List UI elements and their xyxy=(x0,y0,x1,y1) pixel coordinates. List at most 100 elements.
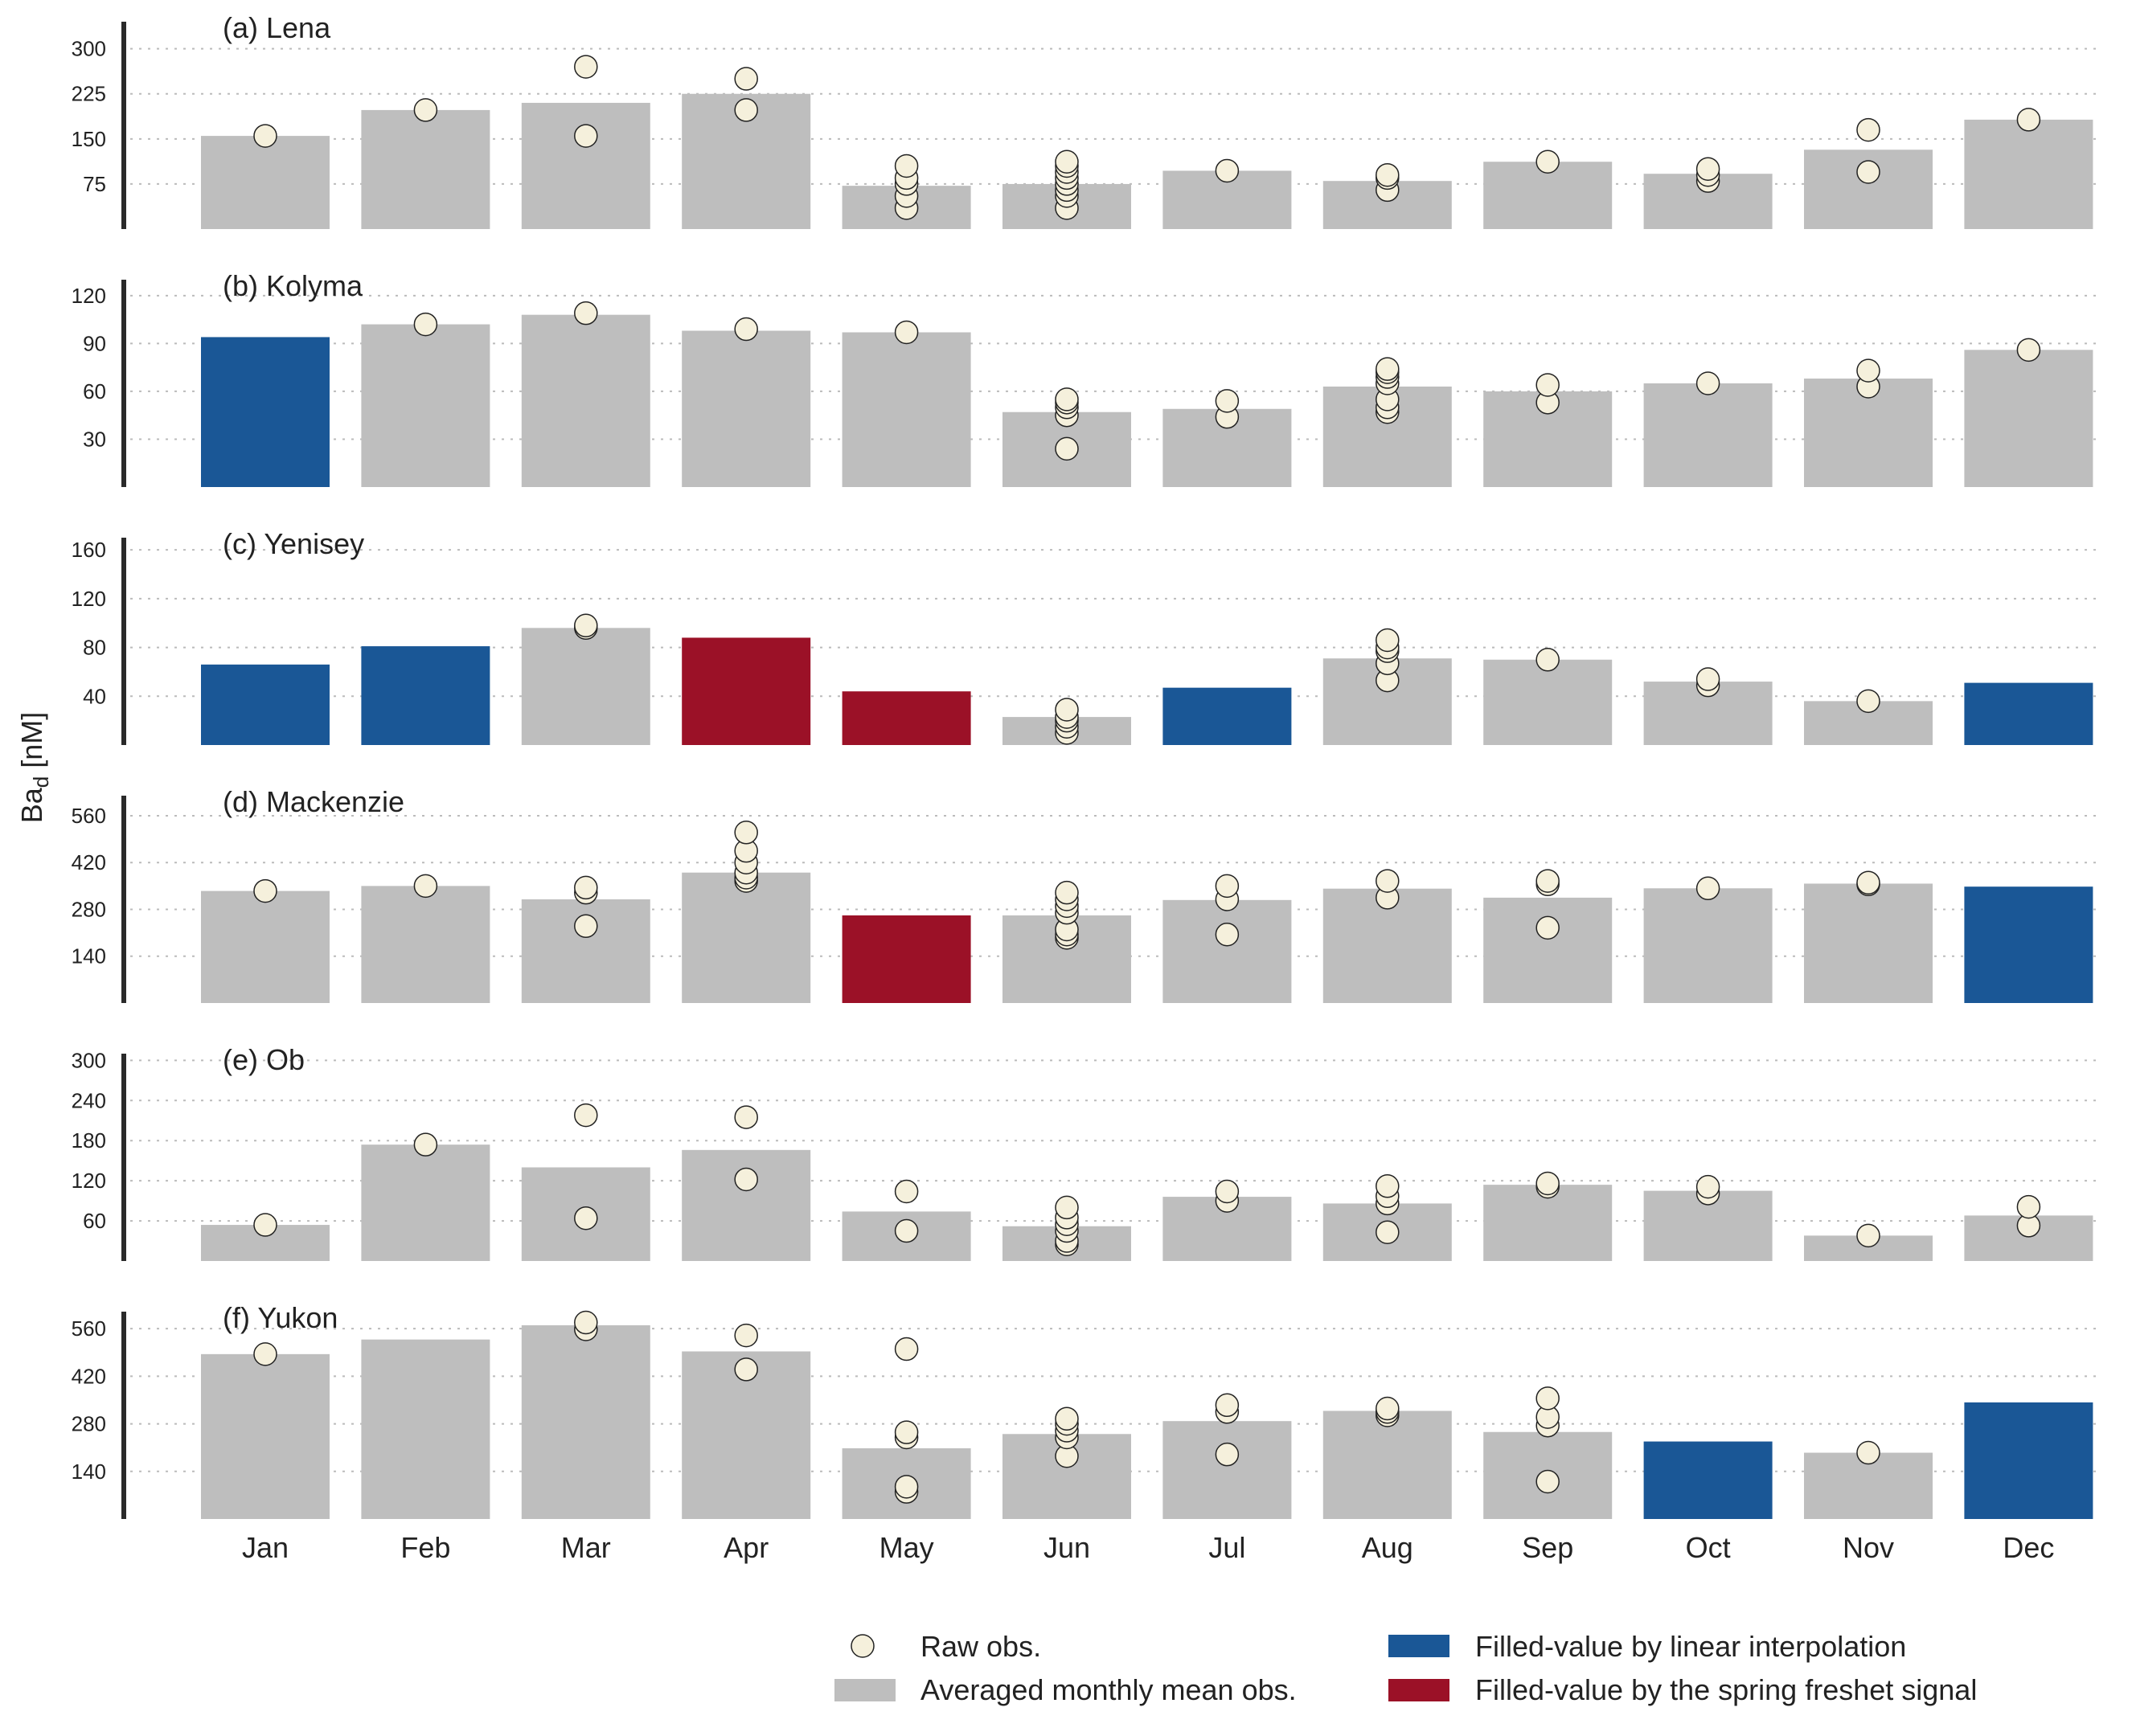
bar-may xyxy=(842,915,971,1003)
panel-title: (b) Kolyma xyxy=(223,269,363,302)
y-tick-label: 150 xyxy=(72,127,106,151)
bar-mar xyxy=(521,1325,650,1519)
bar-jul xyxy=(1162,899,1292,1003)
y-tick-label: 280 xyxy=(72,897,106,921)
raw-obs-point xyxy=(1695,876,1720,901)
bar-jul xyxy=(1162,687,1292,745)
raw-obs-point xyxy=(1535,149,1560,174)
bar-dec xyxy=(1964,1402,2093,1519)
raw-obs-point xyxy=(734,317,758,342)
y-tick-label: 60 xyxy=(83,379,106,403)
bar-dec xyxy=(1964,886,2093,1003)
bar-feb xyxy=(361,1339,490,1519)
raw-obs-point xyxy=(1055,387,1079,411)
raw-obs-point xyxy=(1215,922,1240,947)
raw-obs-point xyxy=(1376,1220,1400,1244)
raw-obs-point xyxy=(734,1323,758,1348)
bar-sep xyxy=(1483,897,1613,1003)
raw-obs-point xyxy=(734,98,758,122)
y-tick-label: 240 xyxy=(72,1088,106,1112)
raw-obs-point xyxy=(1535,915,1560,940)
raw-obs-point xyxy=(894,154,919,178)
bar-dec xyxy=(1964,119,2093,229)
panel-1: 75 150 225 300 (a) Lena xyxy=(72,11,2102,230)
raw-obs-point xyxy=(413,1132,438,1157)
legend-freshet-label: Filled-value by the spring freshet signa… xyxy=(1475,1673,1977,1706)
raw-obs-point xyxy=(413,874,438,899)
raw-obs-point xyxy=(2016,338,2041,362)
legend-averaged-swatch xyxy=(834,1679,896,1701)
raw-obs-point xyxy=(574,1103,598,1128)
y-axis-label: Bad [nM] xyxy=(15,712,53,824)
month-label-apr: Apr xyxy=(724,1531,769,1564)
raw-obs-point xyxy=(1535,648,1560,672)
y-tick-label: 120 xyxy=(72,1169,106,1193)
raw-obs-point xyxy=(253,878,277,903)
raw-obs-point xyxy=(1055,880,1079,905)
raw-obs-point xyxy=(1055,436,1079,461)
y-tick-label: 280 xyxy=(72,1412,106,1436)
raw-obs-point xyxy=(734,1167,758,1192)
raw-obs-point xyxy=(1535,373,1560,397)
bar-feb xyxy=(361,109,490,229)
raw-obs-point xyxy=(1215,1393,1240,1418)
raw-obs-point xyxy=(1215,1442,1240,1467)
raw-obs-point xyxy=(1535,1386,1560,1410)
month-label-may: May xyxy=(879,1531,934,1564)
y-tick-label: 120 xyxy=(72,284,106,308)
raw-obs-point xyxy=(1215,389,1240,413)
legend-raw-marker xyxy=(851,1634,875,1658)
raw-obs-point xyxy=(1376,1396,1400,1421)
panel-3: 40 80 120 160 (c) Yenisey xyxy=(72,527,2102,745)
raw-obs-point xyxy=(894,1475,919,1499)
month-label-nov: Nov xyxy=(1843,1531,1894,1564)
raw-obs-point xyxy=(574,875,598,900)
raw-obs-point xyxy=(253,1342,277,1366)
raw-obs-point xyxy=(734,821,758,845)
raw-obs-point xyxy=(574,301,598,326)
raw-obs-point xyxy=(1055,1195,1079,1220)
raw-obs-point xyxy=(894,1179,919,1204)
raw-obs-point xyxy=(1856,689,1880,714)
y-tick-label: 560 xyxy=(72,1316,106,1341)
raw-obs-point xyxy=(574,1310,598,1335)
raw-obs-point xyxy=(1856,1440,1880,1465)
bar-apr xyxy=(682,1149,811,1261)
y-tick-label: 420 xyxy=(72,850,106,874)
raw-obs-point xyxy=(894,1337,919,1361)
y-tick-label: 180 xyxy=(72,1128,106,1153)
raw-obs-point xyxy=(413,312,438,337)
bar-feb xyxy=(361,646,490,745)
y-tick-label: 140 xyxy=(72,944,106,968)
legend: Raw obs. Averaged monthly mean obs. Fill… xyxy=(834,1630,1977,1706)
month-label-feb: Feb xyxy=(400,1531,450,1564)
raw-obs-point xyxy=(574,55,598,79)
raw-obs-point xyxy=(734,1105,758,1129)
raw-obs-point xyxy=(574,1206,598,1230)
raw-obs-point xyxy=(1055,1406,1079,1431)
bar-sep xyxy=(1483,659,1613,745)
raw-obs-point xyxy=(574,124,598,148)
y-tick-label: 60 xyxy=(83,1209,106,1233)
bar-jul xyxy=(1162,1421,1292,1519)
raw-obs-point xyxy=(1055,698,1079,722)
bar-dec xyxy=(1964,682,2093,745)
bar-nov xyxy=(1804,883,1933,1003)
bar-mar xyxy=(521,102,650,230)
raw-obs-point xyxy=(734,67,758,91)
panel-title: (c) Yenisey xyxy=(223,527,364,560)
raw-obs-point xyxy=(1695,667,1720,691)
month-label-oct: Oct xyxy=(1686,1531,1731,1564)
y-tick-label: 120 xyxy=(72,587,106,611)
y-tick-label: 140 xyxy=(72,1460,106,1484)
bar-oct xyxy=(1643,1441,1773,1519)
bar-mar xyxy=(521,628,650,745)
raw-obs-point xyxy=(1376,162,1400,187)
panel-5: 60 120 180 240 300 (e) Ob xyxy=(72,1043,2102,1261)
raw-obs-point xyxy=(734,1357,758,1382)
raw-obs-point xyxy=(894,320,919,345)
raw-obs-point xyxy=(1055,149,1079,174)
bar-feb xyxy=(361,324,490,487)
panel-title: (d) Mackenzie xyxy=(223,785,404,818)
bar-aug xyxy=(1322,1410,1452,1519)
